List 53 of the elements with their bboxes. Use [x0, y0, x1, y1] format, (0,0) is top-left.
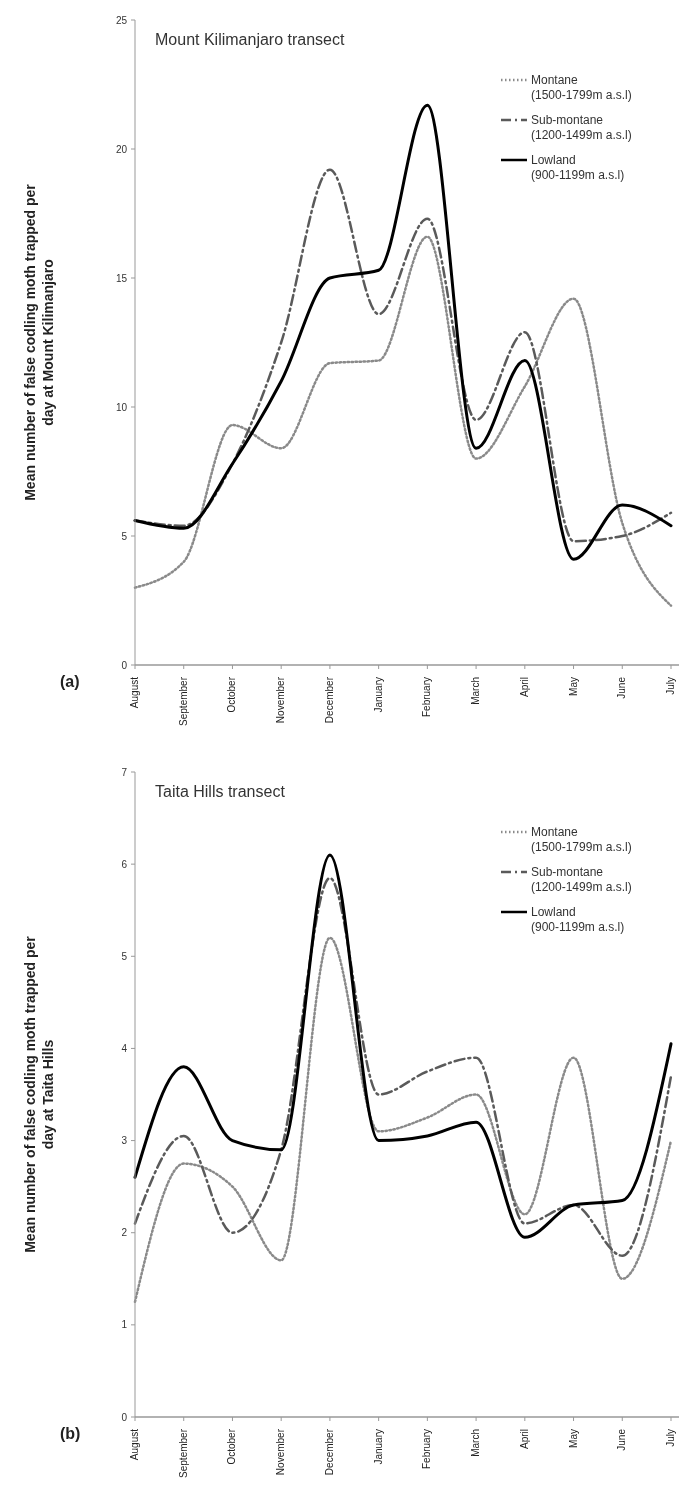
x-tick-label: July — [665, 1429, 676, 1447]
y-tick-label: 6 — [121, 858, 128, 870]
legend-label: Lowland (900-1199m a.s.l) — [531, 905, 625, 935]
text: (a) — [60, 673, 80, 690]
y-axis-title: Mean number of false codling moth trapped per day at Mount Kilimanjaro — [22, 183, 56, 501]
x-tick-label: March — [470, 1429, 482, 1457]
y-tick-label: 7 — [121, 766, 128, 778]
x-tick-label: August — [129, 1428, 140, 1461]
x-tick-label: April — [518, 1429, 530, 1450]
y-tick-label: 20 — [115, 143, 128, 155]
x-tick-label: April — [518, 677, 530, 698]
line-series — [133, 235, 673, 607]
text: (b) — [60, 1425, 81, 1442]
y-tick-label: 1 — [121, 1319, 128, 1331]
y-tick-label: 3 — [121, 1135, 128, 1147]
x-tick-label: February — [421, 677, 433, 718]
legend-label: Lowland (900-1199m a.s.l) — [531, 153, 625, 183]
x-tick-label: December — [323, 676, 335, 724]
y-tick-label: 5 — [121, 950, 128, 962]
legend-label: Sub-montane (1200-1499m a.s.l) — [531, 865, 632, 895]
y-axis-title: Mean number of false codling moth trapped per day at Taita Hills — [22, 935, 56, 1253]
x-tick-label: January — [372, 1429, 384, 1465]
y-tick-label: 25 — [115, 14, 128, 26]
x-tick-label: October — [226, 676, 238, 713]
x-tick-label: May — [567, 1429, 579, 1448]
x-tick-label: March — [470, 677, 482, 705]
x-tick-label: November — [275, 676, 287, 724]
legend-label: Sub-montane (1200-1499m a.s.l) — [531, 113, 632, 143]
x-tick-label: August — [129, 676, 140, 709]
x-tick-label: July — [665, 677, 676, 695]
x-tick-label: December — [323, 1428, 335, 1476]
x-tick-label: June — [616, 1428, 628, 1451]
legend-label: Montane (1500-1799m a.s.l) — [531, 73, 632, 103]
legend-label: Montane (1500-1799m a.s.l) — [531, 825, 632, 855]
x-tick-label: May — [567, 677, 579, 696]
x-tick-label: November — [275, 1428, 287, 1476]
x-tick-label: February — [421, 1429, 433, 1470]
x-tick-label: September — [177, 676, 189, 726]
line-series — [133, 103, 673, 561]
y-tick-label: 4 — [121, 1042, 128, 1054]
y-tick-label: 2 — [121, 1227, 128, 1239]
line-series — [133, 936, 673, 1304]
x-tick-label: September — [177, 1428, 189, 1478]
text: Taita Hills transect — [155, 783, 286, 800]
x-tick-label: October — [226, 1428, 238, 1465]
text: Mount Kilimanjaro transect — [155, 31, 345, 48]
y-tick-label: 0 — [121, 1411, 128, 1423]
y-tick-label: 0 — [121, 659, 128, 671]
y-tick-label: 15 — [115, 272, 128, 284]
x-tick-label: June — [616, 676, 628, 699]
x-tick-label: January — [372, 677, 384, 713]
y-tick-label: 5 — [121, 530, 128, 542]
y-tick-label: 10 — [115, 401, 128, 413]
